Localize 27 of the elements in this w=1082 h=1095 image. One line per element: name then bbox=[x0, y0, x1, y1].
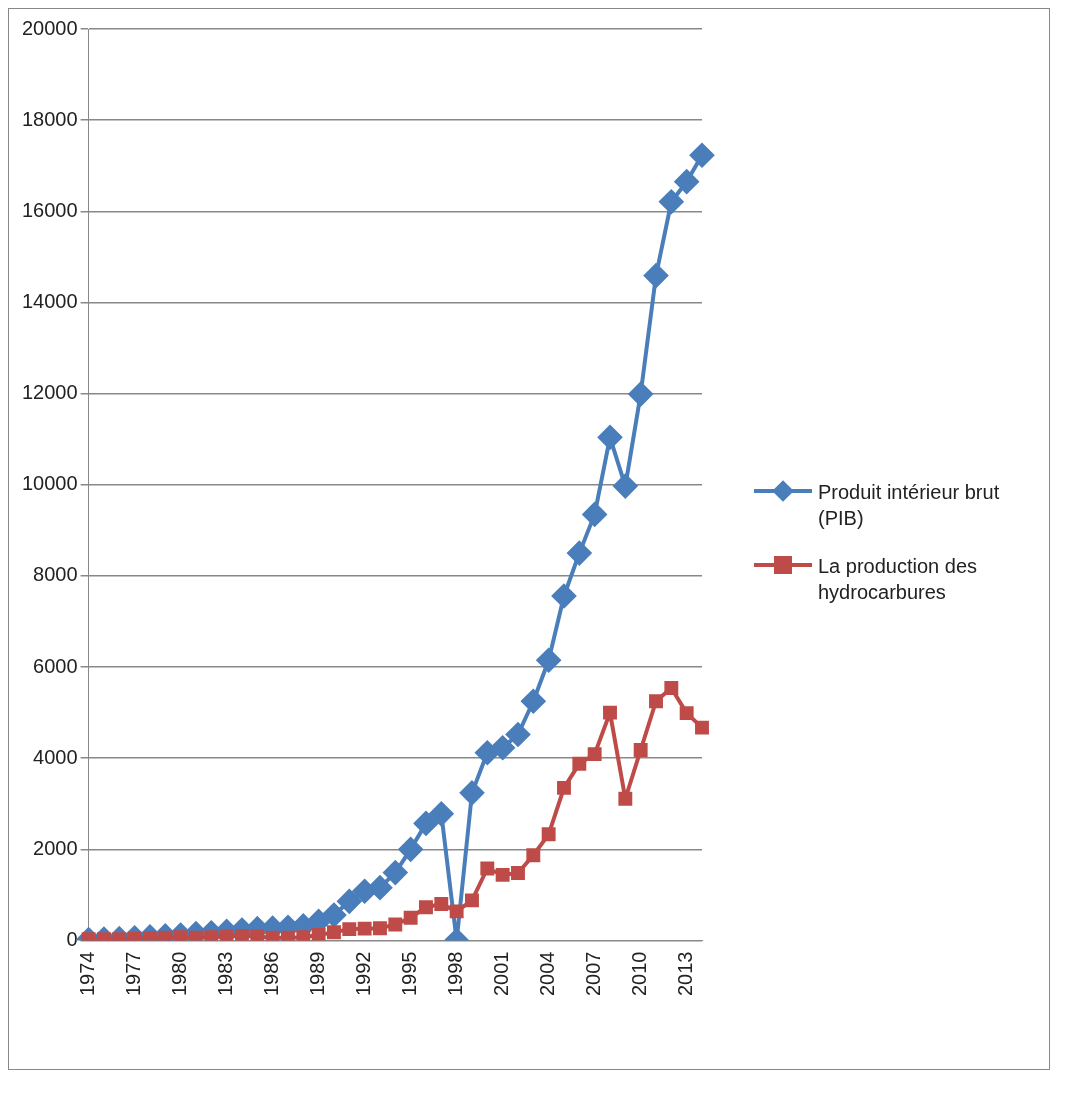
x-tick-label: 1974 bbox=[76, 951, 99, 997]
y-tick-label: 18000 bbox=[21, 107, 78, 130]
x-tick-label: 1995 bbox=[398, 951, 421, 997]
y-tick-label: 0 bbox=[66, 928, 78, 951]
x-tick-label: 2004 bbox=[536, 951, 559, 997]
x-tick-label: 1980 bbox=[168, 951, 191, 997]
x-tick-label: 2007 bbox=[582, 951, 605, 997]
y-tick-label: 4000 bbox=[33, 745, 78, 768]
x-tick-label: 2010 bbox=[628, 951, 651, 997]
x-tick-label: 1986 bbox=[260, 951, 283, 997]
x-tick-label: 1992 bbox=[352, 951, 375, 997]
x-tick-label: 1998 bbox=[444, 951, 467, 997]
y-tick-label: 6000 bbox=[33, 654, 78, 677]
y-tick-label: 20000 bbox=[21, 16, 78, 39]
y-tick-label: 14000 bbox=[21, 289, 78, 312]
y-tick-label: 10000 bbox=[21, 472, 78, 495]
legend-label: La production des hydrocarbures bbox=[818, 554, 978, 605]
x-tick-label: 2013 bbox=[674, 951, 697, 997]
y-tick-label: 16000 bbox=[21, 198, 78, 221]
y-tick-label: 8000 bbox=[33, 563, 78, 586]
y-tick-label: 2000 bbox=[33, 836, 78, 859]
x-tick-label: 2001 bbox=[490, 951, 513, 997]
x-tick-label: 1983 bbox=[214, 951, 237, 997]
x-tick-label: 1989 bbox=[306, 951, 329, 997]
y-tick-label: 12000 bbox=[21, 381, 78, 404]
legend-label: Produit intérieur brut (PIB) bbox=[818, 480, 1001, 531]
x-tick-label: 1977 bbox=[122, 951, 145, 997]
